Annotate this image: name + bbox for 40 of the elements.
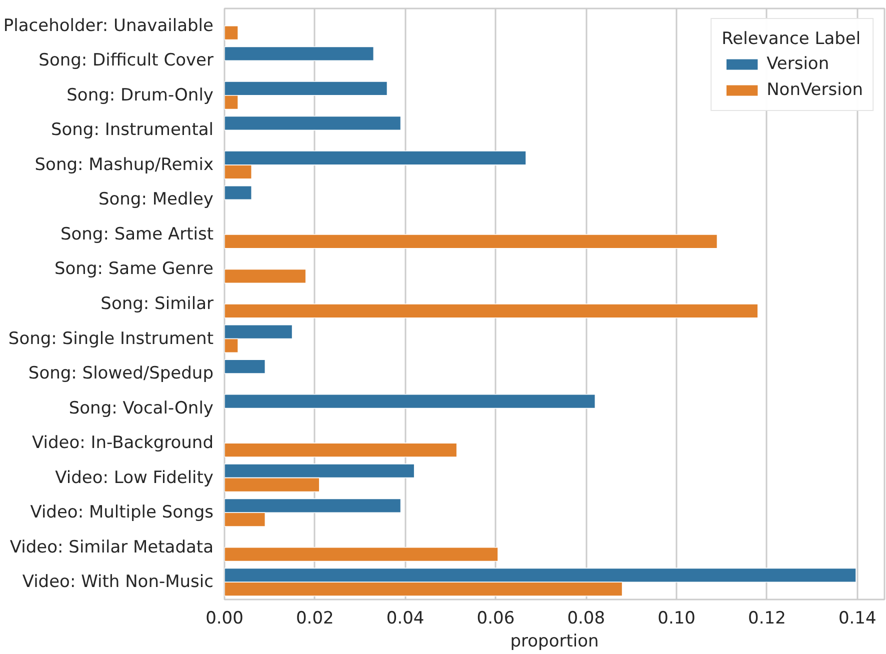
y-tick-label: Song: Medley	[98, 190, 214, 210]
legend-label: Version	[766, 54, 830, 74]
bar	[224, 116, 402, 131]
x-tick-label: 0.00	[206, 608, 244, 628]
y-tick-label: Song: Same Artist	[60, 224, 214, 244]
x-tick-label: 0.04	[386, 608, 424, 628]
bar	[224, 546, 498, 562]
y-tick-label: Song: Vocal-Only	[68, 398, 214, 418]
legend-title: Relevance Label	[722, 29, 862, 49]
y-tick-label: Song: Similar	[100, 294, 214, 314]
y-tick-label: Video: With Non-Music	[22, 572, 214, 592]
y-tick-label: Song: Slowed/Spedup	[28, 364, 214, 384]
y-tick-label: Song: Difficult Cover	[38, 50, 214, 71]
bar	[224, 234, 718, 249]
y-tick-label: Song: Same Genre	[54, 259, 214, 280]
bar	[224, 185, 252, 200]
y-tick-label: Song: Drum-Only	[66, 85, 214, 106]
y-tick-label: Video: Multiple Songs	[30, 502, 214, 523]
bar	[224, 394, 596, 409]
x-axis-title: proportion	[510, 632, 599, 652]
y-tick-label: Video: Low Fidelity	[55, 468, 214, 488]
x-tick-label: 0.12	[748, 608, 786, 628]
x-tick-label: 0.14	[838, 608, 876, 628]
bar	[224, 304, 758, 318]
y-tick-label: Song: Instrumental	[50, 120, 214, 140]
y-tick-label: Song: Single Instrument	[8, 328, 214, 349]
bar	[224, 442, 458, 458]
y-tick-label: Video: In-Background	[32, 433, 214, 454]
bar	[224, 268, 306, 284]
x-tick-label: 0.02	[296, 608, 334, 628]
bar	[224, 25, 238, 40]
legend-label: NonVersion	[766, 80, 863, 100]
bar	[224, 46, 374, 62]
bar	[224, 359, 266, 374]
x-tick-label: 0.08	[567, 608, 606, 628]
x-tick-label: 0.10	[658, 608, 696, 628]
y-tick-label: Song: Mashup/Remix	[34, 154, 214, 175]
x-tick-label: 0.06	[476, 608, 515, 628]
y-tick-label: Video: Similar Metadata	[10, 537, 214, 558]
y-tick-label: Placeholder: Unavailable	[3, 16, 214, 36]
